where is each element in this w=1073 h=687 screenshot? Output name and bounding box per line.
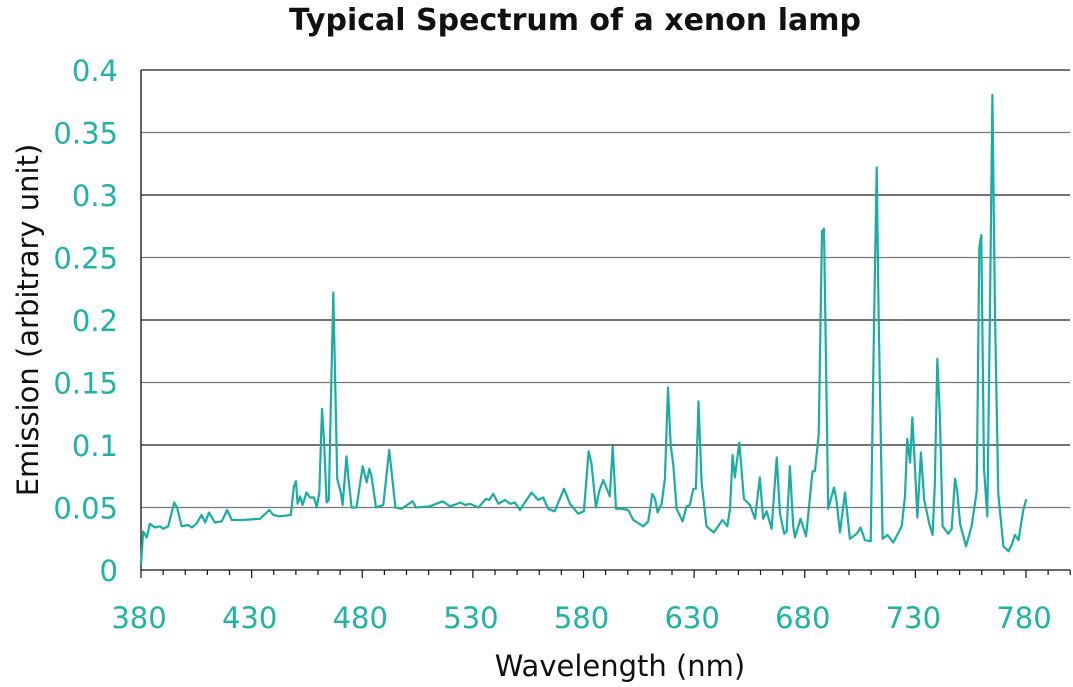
chart-title: Typical Spectrum of a xenon lamp (289, 3, 861, 38)
x-tick-label: 630 (664, 601, 719, 635)
y-tick-labels: 0 0.05 0.1 0.15 0.2 0.25 0.3 0.35 0.4 (53, 54, 118, 588)
x-tick-labels: 380 430 480 530 580 630 680 730 780 (111, 601, 1051, 635)
y-tick-label: 0.25 (53, 242, 118, 276)
y-tick-label: 0 (100, 554, 118, 588)
x-tick-label: 430 (222, 601, 277, 635)
x-tick-label: 730 (886, 601, 941, 635)
y-tick-label: 0.05 (53, 492, 118, 526)
y-axis-label: Emission (arbitrary unit) (11, 144, 45, 497)
x-tick-label: 380 (111, 601, 166, 635)
x-tick-label: 530 (443, 601, 498, 635)
x-tick-label: 480 (333, 601, 388, 635)
x-tick-label: 680 (775, 601, 830, 635)
y-tick-label: 0.35 (53, 117, 118, 151)
x-tick-label: 780 (996, 601, 1051, 635)
axes (140, 70, 1071, 578)
x-tick-label: 580 (554, 601, 609, 635)
y-tick-label: 0.15 (53, 367, 118, 401)
spectrum-line (139, 93, 1028, 566)
y-tick-label: 0.1 (72, 429, 118, 463)
x-axis-label: Wavelength (nm) (495, 649, 746, 683)
y-tick-label: 0.2 (72, 304, 118, 338)
y-tick-label: 0.4 (72, 54, 118, 88)
y-tick-label: 0.3 (72, 179, 118, 213)
gridlines (141, 69, 1070, 509)
